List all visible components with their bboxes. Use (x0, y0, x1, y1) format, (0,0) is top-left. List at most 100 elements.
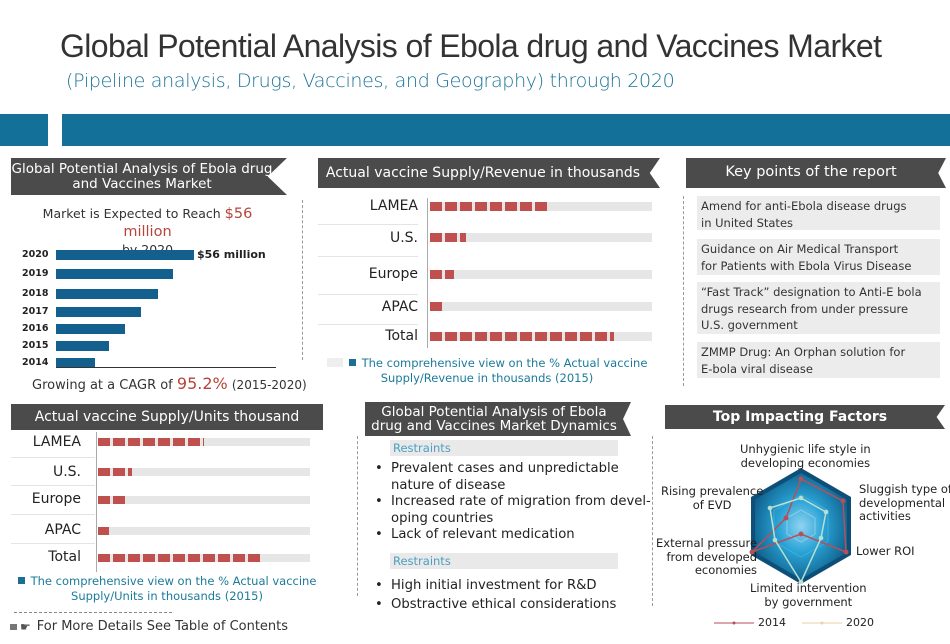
units-panel-heading: Actual vaccine Supply/Units thousand (11, 404, 323, 430)
keypoint-line: for Patients with Ebola Virus Disease (701, 258, 912, 273)
bar-row-total: Total (318, 328, 418, 344)
cagr-value: 95.2% (176, 374, 228, 393)
revenue-panel-heading: Actual vaccine Supply/Revenue in thousan… (318, 158, 660, 188)
bar-label: APAC (381, 299, 418, 315)
market-panel-heading: Global Potential Analysis of Ebola drug … (11, 158, 287, 195)
heading-line: drug and Vaccines Market Dynamics (371, 418, 617, 434)
units-legend: The comprehensive view on the % Actual v… (12, 574, 322, 604)
factors-panel-heading-text: Top Impacting Factors (712, 408, 888, 425)
bar-label: Total (48, 549, 81, 565)
bar-chart-axis (56, 367, 276, 368)
bar-row-lamea: LAMEA (11, 434, 81, 450)
grid-line (318, 256, 418, 257)
bar-label: Europe (31, 491, 81, 507)
bar-track (430, 202, 652, 211)
bar-row-apac: APAC (318, 299, 418, 315)
bar-label: 2017 (22, 306, 49, 317)
radar-legend: 2014 2020 (714, 616, 874, 629)
grid-line (11, 457, 95, 458)
bar-row-2020: 2020 $56 million (22, 248, 266, 261)
cagr-prefix: Growing at a CAGR of (32, 378, 177, 393)
cagr-period: (2015-2020) (231, 378, 307, 392)
bar-track (98, 527, 310, 535)
legend-line-2020 (802, 621, 842, 624)
list-item: Obstractive ethical considerations (373, 597, 653, 614)
legend-line-2014 (714, 621, 754, 624)
grid-line (11, 543, 95, 544)
footer-note-text: For More Details See Table of Contents (36, 619, 289, 634)
bar-row-us: U.S. (11, 464, 81, 480)
revenue-legend: The comprehensive view on the % Actual v… (322, 356, 652, 386)
bar (56, 340, 109, 351)
bar-label: APAC (44, 522, 81, 538)
bar-label: 2016 (22, 323, 49, 334)
bar-row-lamea: LAMEA (318, 198, 418, 214)
legend-swatch-bg (326, 358, 343, 367)
impact-radar-chart (749, 468, 851, 585)
bar-label: 2015 (22, 340, 49, 351)
page-subtitle: (Pipeline analysis, Drugs, Vaccines, and… (66, 70, 675, 92)
revenue-dashed-bar-chart: LAMEA U.S. Europe APAC Total (318, 192, 658, 352)
bar (56, 268, 173, 279)
legend-swatch (17, 577, 25, 584)
divider (302, 200, 303, 360)
bar-row-apac: APAC (11, 522, 81, 538)
pointing-hand-icon: ☛ (20, 619, 31, 634)
radar-axis-label-government: Limited intervention by government (750, 581, 867, 609)
keypoints-panel-heading: Key points of the report (686, 158, 946, 188)
legend-text-1: The comprehensive view on the % Actual v… (361, 356, 648, 370)
dynamics-panel-heading: Global Potential Analysis of Ebola drug … (365, 402, 631, 436)
bar-track (430, 332, 652, 341)
bar-label: 2018 (22, 288, 49, 299)
grid-line (11, 485, 95, 486)
dynamics-heading-text: Global Potential Analysis of Ebola drug … (371, 403, 617, 434)
heading-line: Global Potential Analysis of Ebola (381, 403, 607, 420)
radar-axis-label-external: External pressure from developed economies (656, 536, 758, 577)
radar-axis-label-sluggish: Sluggish type of developmental activities (859, 482, 950, 523)
grid-line (318, 324, 418, 325)
bar (98, 496, 126, 504)
table-of-contents-link[interactable]: ☛ For More Details See Table of Contents (10, 619, 288, 634)
bar-label: 2019 (22, 268, 49, 279)
legend-text-1: The comprehensive view on the % Actual v… (30, 574, 317, 588)
chart-axis (96, 432, 97, 572)
bar-label: Total (385, 328, 418, 344)
bar-row-2016: 2016 (22, 322, 125, 335)
bar (430, 332, 615, 341)
bar (98, 554, 262, 562)
bar (98, 438, 204, 446)
keypoint-line: in United States (701, 215, 794, 230)
list-item: Increased rate of migration from devel-o… (373, 494, 653, 527)
radar-axis-label-prevalence: Rising prevalence of EVD (661, 484, 764, 512)
bar-value-label: $56 million (197, 248, 266, 261)
grid-line (318, 294, 418, 295)
bar-row-2014: 2014 (22, 356, 95, 369)
bar-label: U.S. (52, 464, 81, 480)
restraints-list: Prevalent cases and unpredictable nature… (373, 461, 653, 544)
radar-axis-label-roi: Lower ROI (856, 544, 915, 558)
bar-row-europe: Europe (318, 266, 418, 282)
page-title: Global Potential Analysis of Ebola drug … (60, 28, 882, 64)
bar-label: LAMEA (32, 434, 81, 450)
bar-row-us: U.S. (318, 230, 418, 246)
list-item: Prevalent cases and unpredictable nature… (373, 461, 628, 494)
footer-square-icon (10, 623, 17, 630)
reach-prefix: Market is Expected to Reach (42, 206, 225, 221)
bar-row-2018: 2018 (22, 287, 158, 300)
grid-line (11, 514, 95, 515)
bar (56, 323, 125, 334)
header-band-left (0, 114, 48, 146)
units-panel-heading-text: Actual vaccine Supply/Units thousand (34, 408, 300, 425)
chart-axis (427, 198, 428, 348)
bar (430, 270, 455, 279)
units-dashed-bar-chart: LAMEA U.S. Europe APAC Total (11, 432, 331, 572)
restraints-list: High initial investment for R&D Obstract… (373, 578, 653, 613)
bar-track (430, 270, 652, 279)
header-band (62, 114, 950, 146)
restraints-label: Restraints (390, 553, 618, 569)
bar-label: U.S. (389, 230, 418, 246)
bar-track (98, 496, 310, 504)
reach-value: $56 million (123, 206, 253, 240)
divider (357, 436, 358, 596)
grid-line (318, 224, 418, 225)
